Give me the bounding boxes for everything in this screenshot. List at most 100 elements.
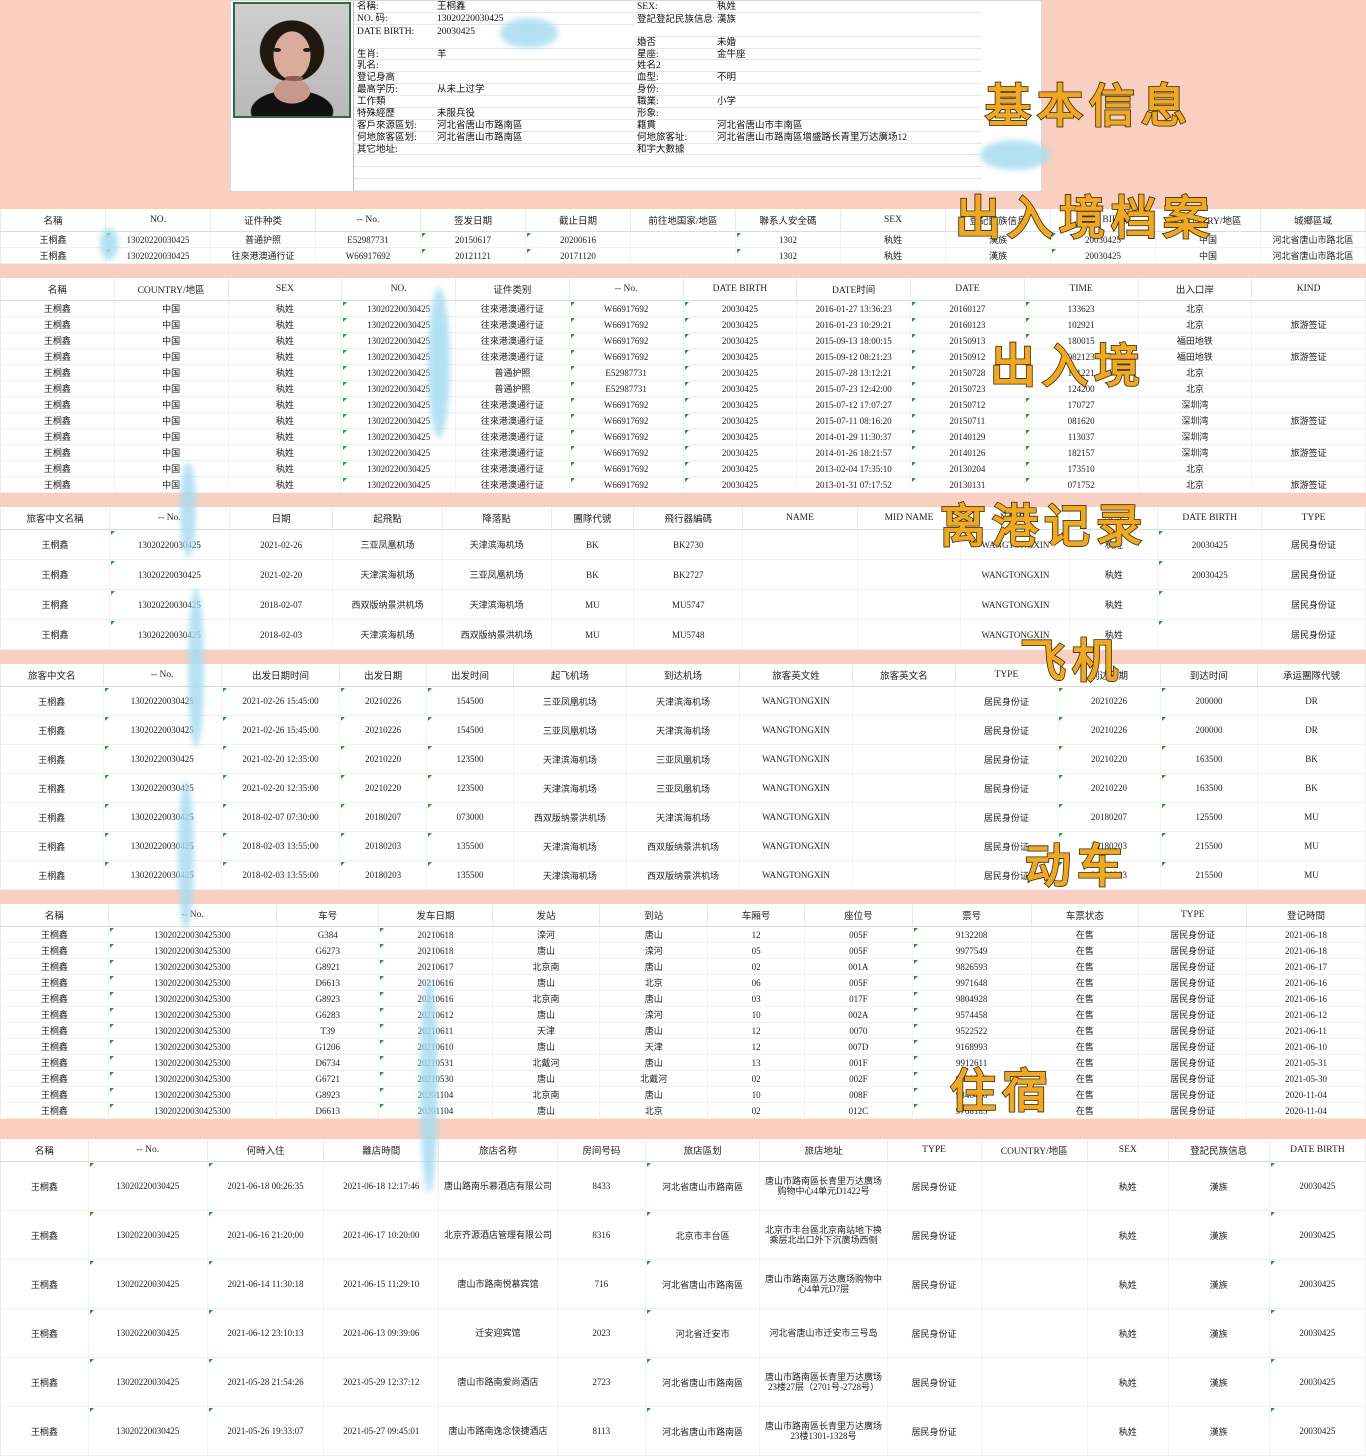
field-value <box>714 60 982 73</box>
table-cell: 20210531 <box>378 1054 493 1071</box>
table-cell: 2021-06-12 <box>1246 1006 1366 1023</box>
table-row[interactable]: 王桐鑫 13020220030425 2021-02-20 12:35:00 2021… <box>0 773 1366 803</box>
table-cell: 三亚凤凰机场 <box>513 715 627 745</box>
column-header: -- No. <box>88 1139 208 1162</box>
table-cell: 2021-06-17 <box>1246 958 1366 975</box>
basic-right-values: 秇姓 漢族 未婚 金牛座 不明 小学 河北省唐山市丰南區 河北省唐山市路南區增盛路长青里万达廣… <box>714 1 982 192</box>
table-cell: WANGTONGXIN <box>739 773 854 803</box>
table-row[interactable]: 王桐鑫 13020220030425300 D6613 20210616 唐山 北京 06 0… <box>0 974 1366 991</box>
table-row[interactable]: 王桐鑫 13020220030425 2021-02-20 12:35:00 2021… <box>0 744 1366 774</box>
table-cell <box>1251 300 1366 317</box>
table-row[interactable]: 王桐鑫 中国 秇姓 13020220030425 往來港澳通行证 W66917692 200… <box>0 300 1366 317</box>
table-cell: 居民身份证 <box>1138 942 1248 959</box>
table-row[interactable]: 王桐鑫 13020220030425 2018-02-07 西双版纳景洪机场 天津滨海机… <box>0 589 1366 620</box>
table-cell: 王桐鑫 <box>0 942 109 959</box>
field-blank <box>634 155 714 168</box>
table-row[interactable]: 王桐鑫 13020220030425 2018-02-03 13:55:00 2018… <box>0 831 1366 861</box>
table-cell: 9977549 <box>912 942 1032 959</box>
table-row[interactable]: 王桐鑫 13020220030425300 G1206 20210610 唐山 天津 12 0… <box>0 1038 1366 1055</box>
column-header: 发站 <box>492 904 601 927</box>
table-cell: 20150728 <box>910 364 1025 381</box>
table-cell: 北京南 <box>492 1086 601 1103</box>
column-header: 離店時間 <box>323 1139 440 1162</box>
table-cell: BK <box>551 559 635 590</box>
table-row[interactable]: 王桐鑫 中国 秇姓 13020220030425 往來港澳通行证 W66917692 200… <box>0 348 1366 365</box>
table-cell <box>1251 460 1366 477</box>
table-cell: 001F <box>804 1054 913 1071</box>
table-row[interactable]: 王桐鑫 13020220030425 2018-02-07 07:30:00 2018… <box>0 802 1366 832</box>
table-row[interactable]: 王桐鑫 中国 秇姓 13020220030425 往來港澳通行证 W66917692 200… <box>0 476 1366 493</box>
table-row[interactable]: 王桐鑫 中国 秇姓 13020220030425 往來港澳通行证 W66917692 200… <box>0 332 1366 349</box>
table-row[interactable]: 王桐鑫 13020220030425300 G8921 20210617 北京南 唐山 02… <box>0 958 1366 975</box>
table-cell: 唐山 <box>492 942 601 959</box>
table-cell: 005F <box>804 974 913 991</box>
table-cell: W66917692 <box>315 247 421 264</box>
field-value: 秇姓 <box>714 1 982 13</box>
table-cell <box>1251 428 1366 445</box>
table-row[interactable]: 王桐鑫 中国 秇姓 13020220030425 往來港澳通行证 W66917692 200… <box>0 460 1366 477</box>
table-cell: 20140126 <box>910 444 1025 461</box>
table-row[interactable]: 王桐鑫 13020220030425300 G6283 20210612 唐山 滦河 10 0… <box>0 1006 1366 1023</box>
table-row[interactable]: 王桐鑫 13020220030425 2021-02-26 15:45:00 2021… <box>0 715 1366 745</box>
field-label: 籍貫 <box>634 120 714 132</box>
table-cell: 三亚凤凰机场 <box>442 559 552 590</box>
table-row[interactable]: 王桐鑫 13020220030425 2021-06-18 00:26:35 2021… <box>0 1161 1366 1211</box>
table-row[interactable]: 王桐鑫 13020220030425 2021-05-28 21:54:26 2021… <box>0 1357 1366 1407</box>
table-cell: 西双版纳景洪机场 <box>442 619 552 650</box>
table-row[interactable]: 王桐鑫 13020220030425 2021-02-26 三亚凤凰机场 天津滨海机场 B… <box>0 529 1366 560</box>
table-row[interactable]: 王桐鑫 13020220030425300 D6613 20201104 唐山 北京 02 0… <box>0 1102 1366 1119</box>
table-cell: 秇姓 <box>228 380 343 397</box>
table-cell: 漢族 <box>1168 1259 1270 1309</box>
table-cell: 唐山市路南區长青里万达廣场购物中心4单元D1422号 <box>759 1161 888 1211</box>
field-label: 星座: <box>634 49 714 61</box>
table-cell: BK2727 <box>633 559 744 590</box>
table-row[interactable]: 王桐鑫 中国 秇姓 13020220030425 往來港澳通行证 W66917692 200… <box>0 412 1366 429</box>
table-cell: 王桐鑫 <box>0 1054 109 1071</box>
table-row[interactable]: 王桐鑫 13020220030425 2018-02-03 天津滨海机场 西双版纳景洪机… <box>0 619 1366 650</box>
table-cell: 河北省唐山市路北區 <box>1260 231 1366 248</box>
table-row[interactable]: 王桐鑫 中国 秇姓 13020220030425 往來港澳通行证 W66917692 200… <box>0 316 1366 333</box>
table-cell: 在售 <box>1031 1070 1140 1087</box>
table-row[interactable]: 王桐鑫 中国 秇姓 13020220030425 普通护照 E52987731 200304… <box>0 364 1366 381</box>
table-cell: 13020220030425 <box>341 412 456 429</box>
table-row[interactable]: 王桐鑫 13020220030425 2021-05-26 19:33:07 2021… <box>0 1406 1366 1456</box>
table-cell: 河北省唐山市路南區 <box>645 1357 761 1407</box>
table-cell: 1302 <box>735 231 841 248</box>
table-row[interactable]: 王桐鑫 13020220030425300 D6734 20210531 北戴河 唐山 13… <box>0 1054 1366 1071</box>
field-value: 河北省唐山市路南區增盛路长青里万达廣场12 <box>714 132 982 144</box>
table-row[interactable]: 王桐鑫 13020220030425 2021-06-16 21:20:00 2021… <box>0 1210 1366 1260</box>
table-row[interactable]: 王桐鑫 13020220030425 2021-06-14 11:30:18 2021… <box>0 1259 1366 1309</box>
table-row[interactable]: 王桐鑫 13020220030425 普通护照 E52987731 20150617 20… <box>0 231 1366 248</box>
table-row[interactable]: 王桐鑫 13020220030425300 G6273 20210618 唐山 滦河 05 0… <box>0 942 1366 959</box>
table-row[interactable]: 王桐鑫 中国 秇姓 13020220030425 往來港澳通行证 W66917692 200… <box>0 444 1366 461</box>
table-cell: MU <box>1257 802 1366 832</box>
table-cell: 125500 <box>1160 802 1259 832</box>
table-row[interactable]: 王桐鑫 中国 秇姓 13020220030425 往來港澳通行证 W66917692 200… <box>0 428 1366 445</box>
table-cell: 20030425 <box>1269 1357 1366 1407</box>
table-cell: 唐山 <box>492 1038 601 1055</box>
table-row[interactable]: 王桐鑫 13020220030425 2021-02-26 15:45:00 2021… <box>0 686 1366 716</box>
table-cell: 20201104 <box>378 1086 493 1103</box>
table-cell: 2016-01-23 10:29:21 <box>796 316 911 333</box>
table-row[interactable]: 王桐鑫 13020220030425 2018-02-03 13:55:00 2018… <box>0 860 1366 890</box>
table-cell: 135500 <box>426 831 514 861</box>
table-row[interactable]: 王桐鑫 13020220030425 2021-02-20 天津滨海机场 三亚凤凰机场 B… <box>0 559 1366 590</box>
table-cell: 往來港澳通行证 <box>455 428 570 445</box>
field-value <box>714 144 982 156</box>
table-cell: 河北省唐山市迁安市三号岛 <box>759 1308 888 1358</box>
table-cell: 漢族 <box>1168 1210 1270 1260</box>
table-cell: 往來港澳通行证 <box>455 316 570 333</box>
table-row[interactable]: 王桐鑫 13020220030425300 G6721 20210530 唐山 北戴河 02… <box>0 1070 1366 1087</box>
column-header: SEX <box>840 209 946 232</box>
table-row[interactable]: 王桐鑫 13020220030425300 G8923 20210616 北京南 唐山 03… <box>0 990 1366 1007</box>
column-header: 名稱 <box>0 1139 89 1162</box>
table-row[interactable]: 王桐鑫 13020220030425300 G8923 20201104 北京南 唐山 10… <box>0 1086 1366 1103</box>
table-row[interactable]: 王桐鑫 13020220030425300 G384 20210618 滦河 唐山 12 00… <box>0 926 1366 943</box>
table-row[interactable]: 王桐鑫 13020220030425300 T39 20210611 天津 唐山 12 007… <box>0 1022 1366 1039</box>
table-cell: 居民身份证 <box>955 831 1059 861</box>
field-label: 職業: <box>634 96 714 108</box>
table-row[interactable]: 王桐鑫 中国 秇姓 13020220030425 普通护照 E52987731 200304… <box>0 380 1366 397</box>
table-row[interactable]: 王桐鑫 13020220030425 2021-06-12 23:10:13 2021… <box>0 1308 1366 1358</box>
table-row[interactable]: 王桐鑫 中国 秇姓 13020220030425 往來港澳通行证 W66917692 200… <box>0 396 1366 413</box>
table-row[interactable]: 王桐鑫 13020220030425 往來港澳通行证 W66917692 2012112… <box>0 247 1366 264</box>
